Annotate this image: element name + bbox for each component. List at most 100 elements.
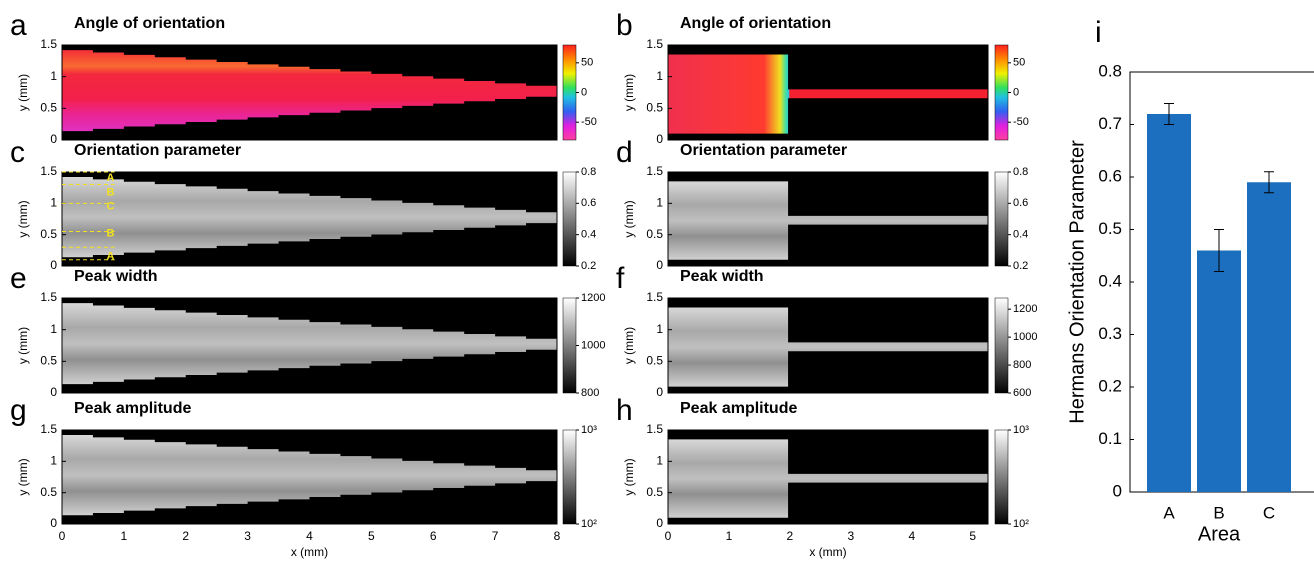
y-tick-label: 0 xyxy=(1113,481,1122,500)
y-tick-label: 1.5 xyxy=(40,422,57,436)
y-tick-label: 1.5 xyxy=(646,290,663,304)
y-axis-label: y (mm) xyxy=(622,74,636,111)
y-tick-label: 0 xyxy=(50,385,57,399)
y-tick-label: 1 xyxy=(656,69,663,83)
y-tick-label: 0.6 xyxy=(1098,166,1122,185)
y-axis-label: y (mm) xyxy=(16,327,30,364)
y-tick-label: 0.7 xyxy=(1098,114,1122,133)
y-tick-label: 0 xyxy=(656,132,663,146)
colorbar-tick-label: 50 xyxy=(581,57,593,69)
panel-title: Orientation parameter xyxy=(680,142,847,159)
x-tick-label: 3 xyxy=(848,529,855,543)
panel-title: Peak width xyxy=(74,268,158,285)
y-axis-label: y (mm) xyxy=(16,458,30,495)
y-tick-label: 1 xyxy=(50,322,57,336)
axes-frame xyxy=(61,171,558,267)
panel-title: Peak amplitude xyxy=(74,400,191,417)
x-tick-label: 2 xyxy=(182,529,189,543)
x-tick-label: C xyxy=(1263,503,1275,522)
colorbar-tick-label: 0.2 xyxy=(1013,260,1028,272)
region-label: A xyxy=(107,172,115,184)
colorbar-tick-label: 0.4 xyxy=(1013,229,1028,241)
colorbar-tick-label: 10³ xyxy=(581,424,597,436)
y-tick-label: 1.5 xyxy=(646,422,663,436)
colorbar-tick-label: 50 xyxy=(1013,57,1025,69)
bar xyxy=(1197,250,1241,492)
y-tick-label: 0.1 xyxy=(1098,429,1122,448)
y-tick-label: 0 xyxy=(50,516,57,530)
panel-letter: i xyxy=(1095,16,1102,49)
panel-letter: h xyxy=(616,394,633,427)
colorbar-tick-label: -50 xyxy=(1013,116,1029,128)
y-tick-label: 1.5 xyxy=(646,164,663,178)
colorbar xyxy=(994,44,1009,141)
image-sample xyxy=(62,177,557,258)
y-tick-label: 0.5 xyxy=(646,101,663,115)
axes-frame xyxy=(667,297,989,394)
y-tick-label: 1.5 xyxy=(40,290,57,304)
x-tick-label: 3 xyxy=(244,529,251,543)
colorbar xyxy=(994,297,1009,394)
y-tick-label: 1 xyxy=(656,196,663,210)
region-label: B xyxy=(107,227,115,239)
y-tick-label: 1 xyxy=(50,454,57,468)
x-tick-label: 4 xyxy=(908,529,915,543)
panel-letter: g xyxy=(10,394,27,427)
colorbar xyxy=(562,297,577,394)
axes-frame xyxy=(61,297,558,394)
y-tick-label: 0 xyxy=(50,258,57,272)
region-label: A xyxy=(107,251,115,263)
x-tick-label: A xyxy=(1163,503,1175,522)
colorbar-tick-label: 1200 xyxy=(1013,303,1037,315)
colorbar xyxy=(562,44,577,141)
x-tick-label: 0 xyxy=(665,529,672,543)
image-sample xyxy=(668,54,988,134)
x-tick-label: 2 xyxy=(787,529,794,543)
x-tick-label: 1 xyxy=(121,529,128,543)
x-tick-label: 5 xyxy=(368,529,375,543)
colorbar-tick-label: 1200 xyxy=(581,292,605,304)
region-label: C xyxy=(107,200,115,212)
panel-title: Angle of orientation xyxy=(680,15,831,32)
colorbar-tick-label: 0.2 xyxy=(581,260,596,272)
colorbar-tick-label: 0.8 xyxy=(1013,166,1028,178)
y-tick-label: 1 xyxy=(656,454,663,468)
y-tick-label: 0.5 xyxy=(646,354,663,368)
axes-frame xyxy=(667,44,989,141)
panel-letter: f xyxy=(616,262,625,295)
colorbar-tick-label: -50 xyxy=(581,116,597,128)
x-tick-label: 1 xyxy=(726,529,733,543)
y-axis-label: y (mm) xyxy=(16,74,30,111)
colorbar xyxy=(562,171,577,267)
panel-title: Peak width xyxy=(680,268,764,285)
panel-letter: c xyxy=(10,136,25,169)
colorbar xyxy=(994,429,1009,525)
y-axis-label: y (mm) xyxy=(622,327,636,364)
x-tick-label: 8 xyxy=(554,529,561,543)
y-tick-label: 1.5 xyxy=(40,164,57,178)
colorbar-tick-label: 0.8 xyxy=(581,166,596,178)
y-axis-label: y (mm) xyxy=(622,458,636,495)
image-sample xyxy=(62,303,557,385)
y-tick-label: 0.5 xyxy=(646,227,663,241)
y-tick-label: 0.2 xyxy=(1098,376,1122,395)
colorbar-tick-label: 0 xyxy=(581,86,587,98)
x-tick-label: 6 xyxy=(430,529,437,543)
y-axis-label: y (mm) xyxy=(16,200,30,237)
colorbar-tick-label: 10³ xyxy=(1013,424,1029,436)
colorbar-tick-label: 1000 xyxy=(1013,331,1037,343)
y-tick-label: 1 xyxy=(656,322,663,336)
y-tick-label: 0.5 xyxy=(40,227,57,241)
image-sample xyxy=(668,181,988,260)
x-tick-label: B xyxy=(1213,503,1224,522)
y-tick-label: 0.5 xyxy=(40,485,57,499)
x-axis-label: Area xyxy=(1198,523,1241,545)
y-tick-label: 1 xyxy=(50,196,57,210)
colorbar-tick-label: 800 xyxy=(581,387,599,399)
y-tick-label: 1.5 xyxy=(646,37,663,51)
x-axis-label: x (mm) xyxy=(809,545,846,559)
region-label: B xyxy=(107,187,115,199)
colorbar xyxy=(994,171,1009,267)
panel-title: Angle of orientation xyxy=(74,15,225,32)
